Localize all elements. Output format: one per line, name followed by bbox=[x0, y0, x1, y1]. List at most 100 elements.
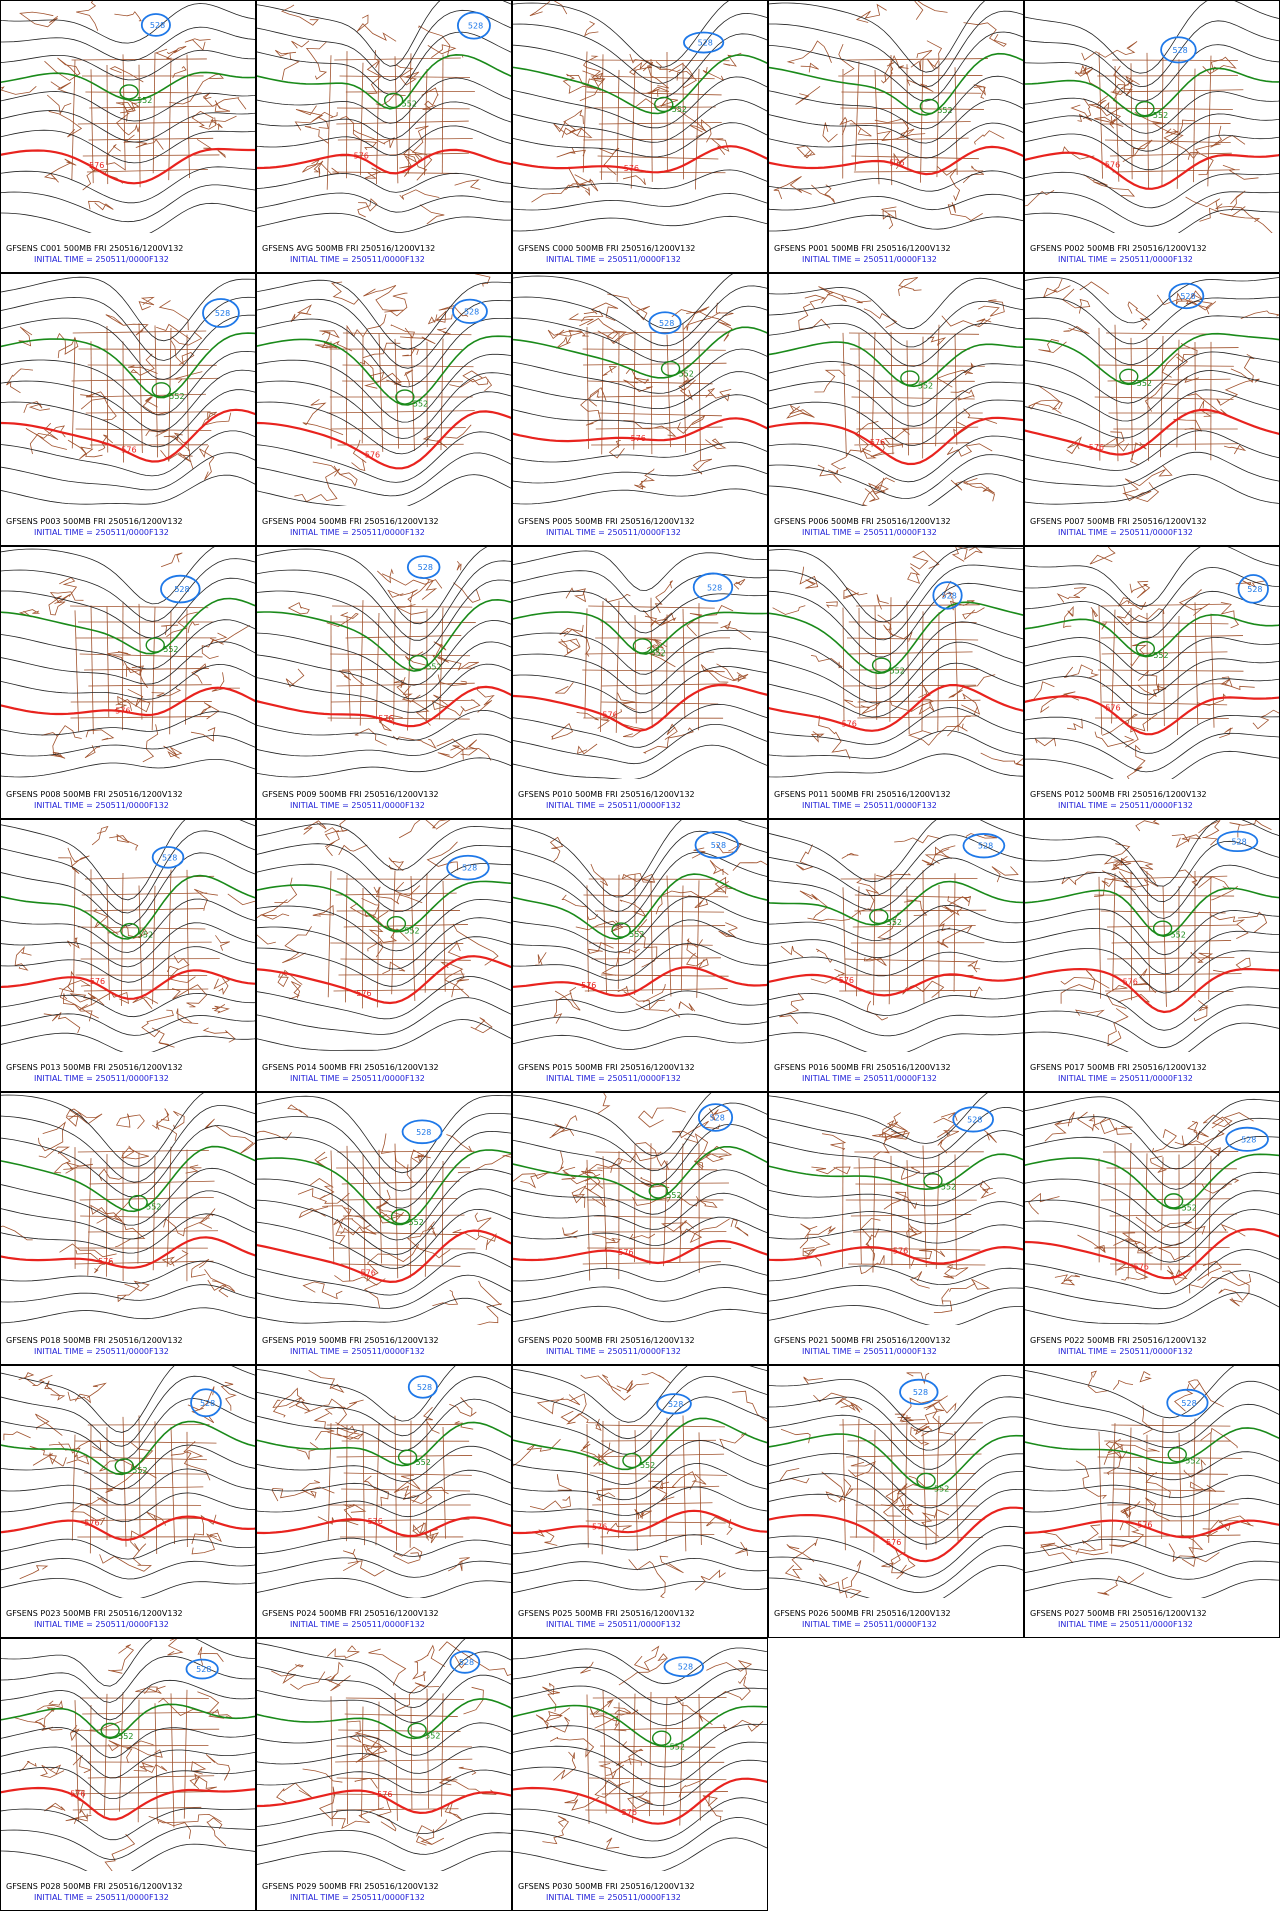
geography-line bbox=[341, 1180, 460, 1185]
contour bbox=[1025, 1292, 1279, 1325]
geography-line bbox=[590, 75, 715, 80]
contour bbox=[513, 192, 767, 211]
geography-line bbox=[1187, 393, 1232, 419]
geography-line bbox=[342, 332, 472, 336]
contour bbox=[769, 1032, 1023, 1052]
geography-line bbox=[542, 1682, 560, 1712]
geography-line bbox=[1112, 973, 1242, 976]
geography-line bbox=[921, 1509, 950, 1537]
contour-576 bbox=[513, 1777, 767, 1825]
geography-line bbox=[1190, 951, 1214, 963]
geography-line bbox=[257, 1130, 292, 1141]
geography-line bbox=[155, 1108, 170, 1130]
geography-line bbox=[185, 1164, 199, 1174]
contour bbox=[769, 730, 1023, 759]
geography-line bbox=[804, 294, 827, 310]
geography-line bbox=[170, 340, 195, 366]
geography-line bbox=[416, 1819, 447, 1837]
contour bbox=[257, 757, 511, 778]
geography-line bbox=[684, 1133, 709, 1170]
geography-line bbox=[1110, 89, 1244, 93]
geography-line bbox=[802, 1247, 822, 1267]
geography-line bbox=[1082, 98, 1092, 120]
geography-line bbox=[877, 128, 915, 142]
contour-528 bbox=[452, 298, 488, 324]
contour-label: 528 bbox=[659, 319, 674, 328]
geography-line bbox=[1176, 339, 1180, 448]
contour bbox=[513, 1463, 767, 1501]
contour bbox=[513, 1123, 767, 1186]
geography-line bbox=[368, 927, 400, 943]
geography-line bbox=[345, 326, 348, 445]
contour bbox=[1, 1468, 255, 1506]
geography-line bbox=[1088, 94, 1122, 126]
contour bbox=[1025, 750, 1279, 779]
geography-line bbox=[77, 926, 206, 930]
geography-line bbox=[376, 612, 380, 720]
geography-line bbox=[974, 130, 1005, 145]
geography-line bbox=[209, 624, 251, 645]
geography-line bbox=[82, 1711, 219, 1715]
geography-line bbox=[702, 1795, 722, 1821]
contour-528 bbox=[1225, 1126, 1269, 1152]
geography-line bbox=[205, 1754, 231, 1781]
panel-frame bbox=[256, 1638, 512, 1911]
contour bbox=[257, 1274, 511, 1309]
geography-line bbox=[601, 1439, 717, 1442]
contour-528 bbox=[151, 846, 185, 869]
geography-line bbox=[1109, 1520, 1145, 1548]
panel-title: GFSENS P002 500MB FRI 250516/1200V132 bbox=[1030, 244, 1207, 253]
geography-line bbox=[105, 1472, 135, 1493]
contour-label: 528 bbox=[174, 585, 189, 594]
geography-line bbox=[102, 397, 117, 421]
panel-frame bbox=[768, 1365, 1024, 1638]
contour-528 bbox=[648, 311, 682, 335]
geography-line bbox=[337, 1150, 475, 1153]
contour bbox=[257, 863, 511, 913]
geography-line bbox=[1064, 1547, 1109, 1556]
geography-line bbox=[1101, 870, 1116, 888]
geography-line bbox=[1207, 55, 1212, 187]
contour-552 bbox=[513, 1146, 767, 1201]
geography-line bbox=[641, 1371, 671, 1384]
contour bbox=[1, 1538, 255, 1560]
contour bbox=[769, 641, 1023, 704]
geography-line bbox=[294, 111, 338, 131]
contour bbox=[1025, 1249, 1279, 1295]
contour-576 bbox=[513, 417, 767, 443]
geography-line bbox=[50, 81, 72, 94]
contour bbox=[1, 1825, 255, 1860]
contour-528 bbox=[456, 11, 491, 40]
geography-line bbox=[138, 296, 155, 311]
geography-line bbox=[171, 331, 203, 346]
geography-line bbox=[38, 1146, 71, 1158]
geography-line bbox=[1219, 206, 1261, 223]
geography-line bbox=[937, 612, 940, 732]
geography-line bbox=[327, 1427, 364, 1440]
closed-low bbox=[632, 638, 653, 654]
contour-552 bbox=[769, 1153, 1023, 1191]
geography-line bbox=[341, 1488, 471, 1492]
geography-line bbox=[336, 1745, 472, 1748]
geography-line bbox=[811, 1166, 851, 1175]
geography-line bbox=[1220, 676, 1255, 691]
panel-frame bbox=[512, 273, 768, 546]
geography-line bbox=[194, 888, 218, 911]
contour bbox=[1025, 1171, 1279, 1228]
geography-line bbox=[922, 1145, 927, 1268]
geography-line bbox=[88, 684, 212, 687]
contour bbox=[769, 1565, 1023, 1598]
contour bbox=[769, 214, 1023, 232]
contour bbox=[257, 936, 511, 987]
contour bbox=[1025, 1403, 1279, 1449]
geography-line bbox=[90, 69, 94, 184]
geography-line bbox=[855, 1183, 983, 1186]
geography-line bbox=[597, 709, 622, 729]
contour bbox=[1025, 20, 1279, 88]
